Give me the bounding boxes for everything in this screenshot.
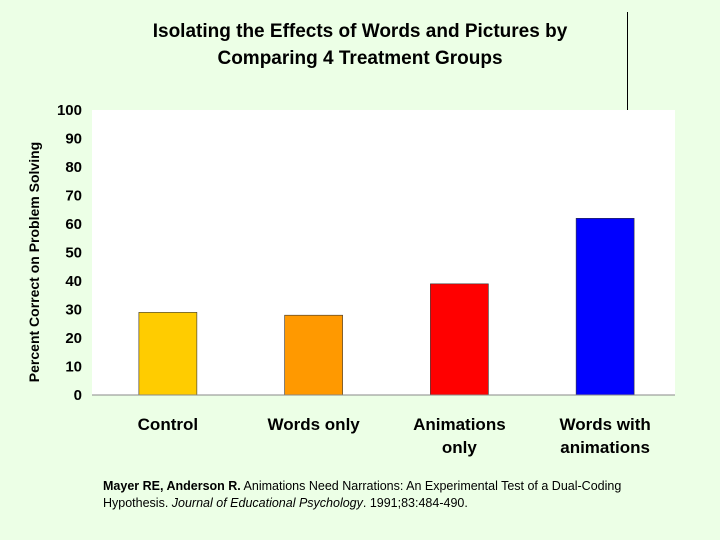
- x-tick-label: animations: [560, 438, 650, 457]
- y-tick-labels: 0 10 20 30 40 50 60 70 80 90 100: [57, 102, 82, 404]
- bar: [430, 283, 489, 396]
- chart-title: Isolating the Effects of Words and Pictu…: [100, 18, 620, 72]
- x-tick-label: Animations: [413, 415, 506, 434]
- y-tick-label: 70: [65, 188, 82, 205]
- y-tick-label: 100: [57, 102, 82, 119]
- y-tick-label: 80: [65, 159, 82, 176]
- citation-authors: Mayer RE, Anderson R.: [103, 479, 241, 493]
- bar: [284, 314, 343, 396]
- y-tick-label: 60: [65, 216, 82, 233]
- y-tick-label: 30: [65, 302, 82, 319]
- bar-chart: 0 10 20 30 40 50 60 70 80 90 100 Control Words only…: [57, 102, 675, 457]
- citation-title: Animations Need Narrations: An Experimen…: [103, 479, 622, 510]
- y-tick-label: 40: [65, 273, 82, 290]
- x-tick-label: Control: [138, 415, 198, 434]
- bar: [138, 312, 198, 396]
- citation: Mayer RE, Anderson R. Animations Need Na…: [103, 478, 663, 512]
- y-tick-label: 50: [65, 245, 82, 262]
- vertical-divider-line: [627, 12, 628, 132]
- chart-title-line-1: Isolating the Effects of Words and Pictu…: [152, 21, 568, 42]
- bar: [575, 218, 635, 396]
- x-tick-label: Words with: [559, 415, 650, 434]
- y-tick-label: 10: [65, 359, 82, 376]
- y-tick-label: 0: [74, 387, 82, 404]
- y-tick-label: 20: [65, 330, 82, 347]
- x-tick-labels: Control Words only Animations only Words wit…: [138, 415, 651, 457]
- citation-details: . 1991;83:484-490.: [362, 496, 468, 510]
- x-tick-label: only: [442, 438, 477, 457]
- chart-title-line-2: Comparing 4 Treatment Groups: [217, 48, 503, 69]
- x-tick-label: Words only: [268, 415, 361, 434]
- y-tick-label: 90: [65, 131, 82, 148]
- bars: [138, 218, 635, 396]
- citation-journal: Journal of Educational Psychology: [171, 496, 363, 510]
